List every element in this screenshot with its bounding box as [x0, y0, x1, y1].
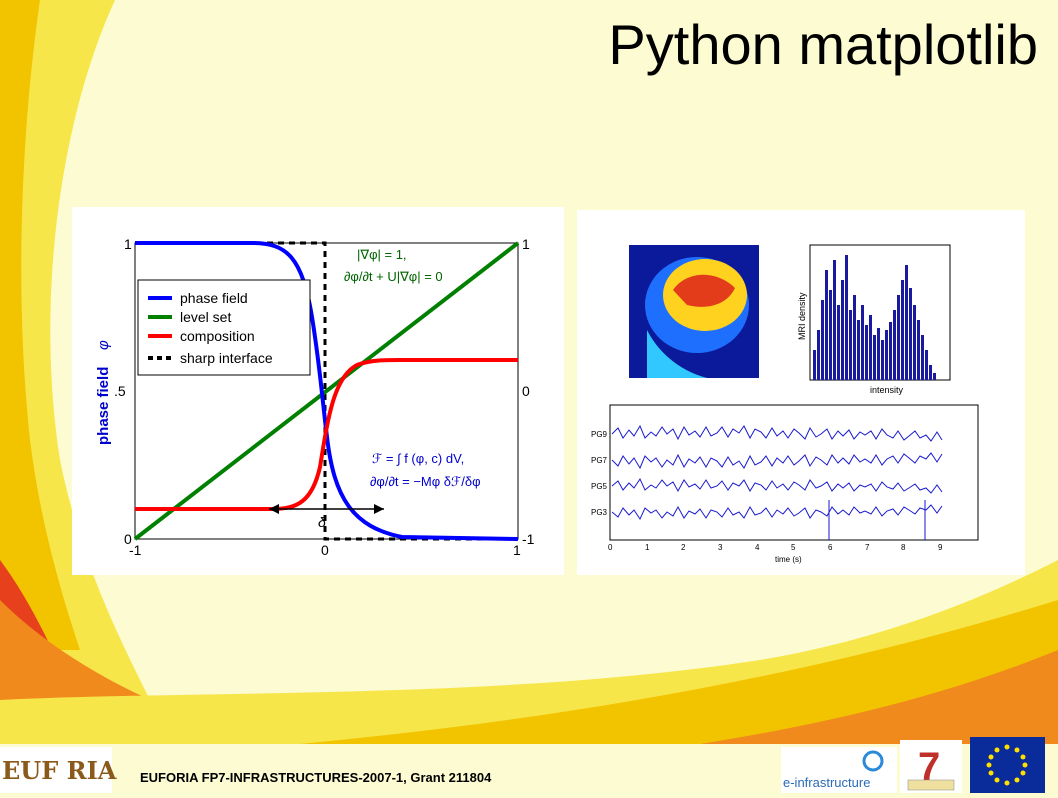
composition-line — [135, 357, 518, 511]
eeg-xtick-9: 9 — [938, 543, 943, 552]
equation-2a: ℱ = ∫ f (φ, c) dV, — [372, 451, 464, 466]
eeg-frame — [609, 404, 979, 541]
eeg-xtick-5: 5 — [791, 543, 796, 552]
footer-grant: EUFORIA FP7-INFRASTRUCTURES-2007-1, Gran… — [140, 770, 492, 785]
ytick-left-0: 0 — [124, 531, 132, 547]
fp7-banner — [907, 779, 955, 791]
ytick-left-05: .5 — [114, 383, 126, 399]
xtick-0: 0 — [321, 542, 329, 558]
mri-eeg-plots: MRI density intensity PG9 PG7 PG5 PG3 0 … — [577, 210, 1025, 575]
legend-level-set: level set — [180, 309, 231, 325]
einfra-e-icon — [862, 750, 884, 772]
fp7-seven: 7 — [918, 745, 940, 789]
ytick-right-neg1: -1 — [522, 531, 535, 547]
delta-label: δ — [318, 514, 326, 530]
einfrastructure-logo-text: e-infrastructure — [783, 775, 870, 790]
equation-1b: ∂φ/∂t + U|∇φ| = 0 — [344, 269, 443, 284]
mri-neck — [647, 330, 707, 378]
eu-flag-logo — [970, 737, 1045, 793]
ytick-left-1: 1 — [124, 236, 132, 252]
eeg-xtick-3: 3 — [718, 543, 723, 552]
eu-flag-stars-icon — [986, 744, 1028, 786]
phase-field-plot: δ 1 .5 0 1 0 -1 -1 0 1 phase field φ pha… — [72, 207, 564, 575]
ytick-right-0: 0 — [522, 383, 530, 399]
mri-brain-core — [673, 274, 735, 307]
eeg-xticks: 0 1 2 3 4 5 6 7 8 9 — [608, 543, 943, 552]
histogram-bars — [813, 255, 936, 380]
y-axis-symbol: φ — [95, 340, 112, 350]
xtick-1: 1 — [513, 542, 521, 558]
fp7-logo-graphic: 7 — [907, 745, 955, 791]
eeg-xtick-7: 7 — [865, 543, 870, 552]
histogram-xlabel: intensity — [870, 385, 904, 395]
eeg-channel-pg9: PG9 — [591, 430, 608, 439]
phase-field-chart: δ 1 .5 0 1 0 -1 -1 0 1 phase field φ pha… — [95, 236, 535, 558]
xtick-neg1: -1 — [129, 542, 142, 558]
legend-sharp-interface: sharp interface — [180, 350, 273, 366]
equation-2b: ∂φ/∂t = −Mφ δℱ/δφ — [370, 474, 481, 489]
eeg-channel-pg5: PG5 — [591, 482, 608, 491]
ytick-right-1: 1 — [522, 236, 530, 252]
euforia-logo-text: EUF RIA — [2, 756, 117, 785]
eeg-channel-pg7: PG7 — [591, 456, 608, 465]
equation-1a: |∇φ| = 1, — [357, 247, 407, 262]
eeg-channel-pg3: PG3 — [591, 508, 608, 517]
level-set-line — [133, 241, 520, 541]
eeg-xtick-0: 0 — [608, 543, 613, 552]
phase-field-line — [135, 241, 519, 541]
eeg-xtick-4: 4 — [755, 543, 760, 552]
eeg-xtick-2: 2 — [681, 543, 686, 552]
mri-eeg-chart: MRI density intensity PG9 PG7 PG5 PG3 0 … — [591, 244, 979, 564]
fp7-logo: 7 — [900, 740, 962, 793]
eeg-xtick-8: 8 — [901, 543, 906, 552]
y-axis-label: phase field — [95, 367, 112, 445]
euforia-logo: EUF RIA — [0, 747, 116, 793]
delta-arrowhead-left — [269, 504, 279, 514]
histogram-ylabel: MRI density — [797, 292, 807, 340]
legend-composition: composition — [180, 328, 255, 344]
eeg-xlabel: time (s) — [775, 555, 802, 564]
legend-phase-field: phase field — [180, 290, 248, 306]
eeg-traces — [611, 424, 943, 540]
delta-arrowhead-right — [374, 504, 384, 514]
eeg-xtick-1: 1 — [645, 543, 650, 552]
einfrastructure-logo-graphic: e-infrastructure — [783, 750, 884, 790]
einfrastructure-logo: e-infrastructure — [781, 747, 897, 793]
eeg-xtick-6: 6 — [828, 543, 833, 552]
slide-title: Python matplotlib — [608, 13, 1038, 76]
